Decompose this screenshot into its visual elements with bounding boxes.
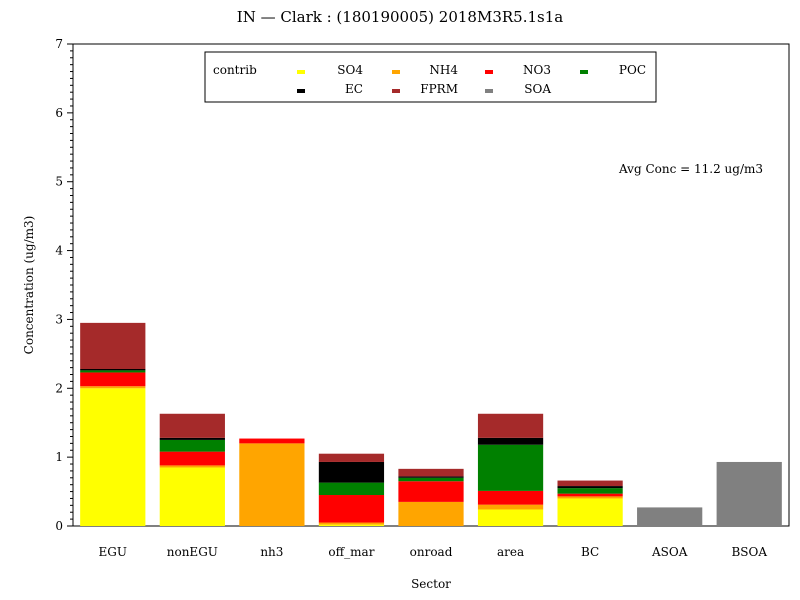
bar-segment-ec-bc xyxy=(557,486,623,489)
y-axis-label: Concentration (ug/m3) xyxy=(22,216,36,355)
bar-segment-no3-bc xyxy=(557,493,623,497)
bar-segment-so4-egu xyxy=(80,388,146,526)
legend-label: EC xyxy=(345,82,363,96)
y-tick-label: 6 xyxy=(55,106,63,120)
bar-segment-poc-area xyxy=(477,444,544,491)
bar-segment-so4-nonegu xyxy=(159,467,225,526)
bar-segment-ec-off_mar xyxy=(318,461,385,483)
y-tick-label: 7 xyxy=(55,37,63,51)
bar-segment-so4-off_mar xyxy=(318,524,385,526)
legend-label: SO4 xyxy=(337,63,363,77)
x-tick-label: EGU xyxy=(99,545,127,559)
bar-segment-no3-area xyxy=(477,490,544,505)
y-axis: 0 1 2 3 4 5 6 7 xyxy=(55,37,73,533)
avg-conc-annotation: Avg Conc = 11.2 ug/m3 xyxy=(618,162,763,176)
x-tick-label: nonEGU xyxy=(167,545,218,559)
legend-label: SOA xyxy=(524,82,551,96)
x-tick-label: off_mar xyxy=(328,545,374,559)
bar-segment-nh4-area xyxy=(477,504,544,510)
x-axis-label: Sector xyxy=(411,577,451,591)
y-tick-label: 4 xyxy=(55,244,63,258)
legend-swatch xyxy=(297,89,305,93)
bar-segment-fprm-bc xyxy=(557,480,623,487)
bar-segment-no3-onroad xyxy=(398,481,464,502)
chart-title: IN — Clark : (180190005) 2018M3R5.1s1a xyxy=(237,8,563,26)
x-tick-label: onroad xyxy=(410,545,453,559)
bar-segment-ec-egu xyxy=(80,369,146,371)
x-tick-label: area xyxy=(497,545,524,559)
legend-label: NH4 xyxy=(429,63,458,77)
y-tick-label: 5 xyxy=(55,175,63,189)
bar-segment-nh4-egu xyxy=(80,386,146,389)
x-axis: EGU nonEGU nh3 off_mar onroad area BC ASOA BSOA xyxy=(99,545,768,559)
bar-segment-nh4-bc xyxy=(557,496,623,499)
bar-segment-ec-nonegu xyxy=(159,437,225,440)
legend-swatch xyxy=(392,89,400,93)
bar-segment-fprm-nonegu xyxy=(159,413,225,438)
legend-swatch xyxy=(392,70,400,74)
bar-segment-nh4-off_mar xyxy=(318,522,385,525)
bar-segment-nh4-nh3 xyxy=(239,443,305,526)
legend-swatch xyxy=(297,70,305,74)
legend-label: FPRM xyxy=(420,82,458,96)
bar-segment-poc-nonegu xyxy=(159,439,225,452)
legend-label: POC xyxy=(619,63,646,77)
y-tick-label: 0 xyxy=(55,519,63,533)
legend: contrib SO4 NH4 NO3 POC EC FPRM SOA xyxy=(204,51,657,103)
bar-segment-fprm-onroad xyxy=(398,468,464,477)
bar-segment-no3-egu xyxy=(80,372,146,387)
y-tick-label: 3 xyxy=(55,312,63,326)
bar-segment-nh4-onroad xyxy=(398,501,464,526)
bar-segment-soa-asoa xyxy=(637,507,703,526)
legend-swatch xyxy=(485,89,493,93)
bar-segment-fprm-area xyxy=(477,413,544,438)
bar-segment-ec-onroad xyxy=(398,476,464,478)
bar-segment-so4-bc xyxy=(557,498,623,526)
legend-label: NO3 xyxy=(523,63,551,77)
x-tick-label: ASOA xyxy=(651,545,688,559)
y-tick-label: 2 xyxy=(55,381,63,395)
bar-segment-poc-bc xyxy=(557,488,623,494)
legend-swatch xyxy=(485,70,493,74)
bar-segment-fprm-egu xyxy=(80,322,146,370)
bar-segment-no3-nh3 xyxy=(239,438,305,444)
bar-segment-poc-off_mar xyxy=(318,482,385,496)
bar-segment-soa-bsoa xyxy=(716,461,782,526)
bar-segment-no3-off_mar xyxy=(318,495,385,523)
bar-segment-no3-nonegu xyxy=(159,451,225,466)
x-tick-label: nh3 xyxy=(260,545,283,559)
legend-frame xyxy=(204,51,657,103)
y-tick-label: 1 xyxy=(55,450,63,464)
bar-segment-ec-area xyxy=(477,437,544,445)
legend-title: contrib xyxy=(213,63,257,77)
bars xyxy=(80,322,782,526)
bar-segment-poc-egu xyxy=(80,370,146,373)
x-tick-label: BC xyxy=(581,545,599,559)
bar-segment-poc-onroad xyxy=(398,477,464,482)
bar-segment-so4-area xyxy=(477,509,544,526)
bar-segment-nh4-nonegu xyxy=(159,465,225,468)
bar-segment-fprm-off_mar xyxy=(318,453,385,462)
legend-swatch xyxy=(580,70,588,74)
x-tick-label: BSOA xyxy=(731,545,767,559)
